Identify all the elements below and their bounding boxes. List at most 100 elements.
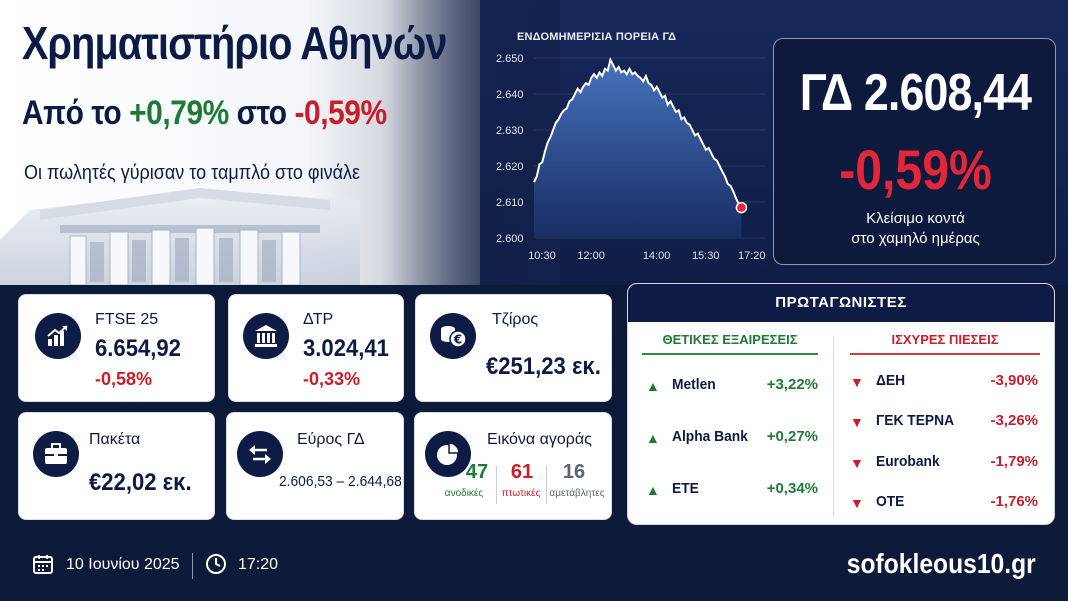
exchange-arrows-icon — [237, 431, 283, 477]
card-market-breadth: Εικόνα αγοράς — [414, 412, 612, 520]
index-note-line1: Κλείσιμο κοντά — [866, 210, 965, 227]
gainer-row: ▲ Metlen +3,22% — [646, 376, 818, 398]
page-title: Χρηματιστήριο Αθηνών — [22, 17, 447, 69]
x-tick-label: 15:30 — [692, 250, 720, 262]
up-arrow-icon: ▲ — [646, 430, 660, 446]
movers-panel: ΠΡΩΤΑΓΩΝΙΣΤΕΣ ΘΕΤΙΚΕΣ ΕΞΑΙΡΕΣΕΙΣ ΙΣΧΥΡΕΣ… — [627, 283, 1055, 525]
headline-prefix: Από το — [22, 94, 130, 132]
turnover-label: Τζίρος — [492, 311, 539, 328]
movers-divider — [833, 336, 834, 516]
losers-title: ΙΣΧΥΡΕΣ ΠΙΕΣΕΙΣ — [850, 332, 1040, 355]
y-tick-label: 2.640 — [496, 89, 524, 101]
gainers-title: ΘΕΤΙΚΕΣ ΕΞΑΙΡΕΣΕΙΣ — [642, 332, 818, 355]
loser-pct: -3,26% — [990, 412, 1038, 429]
headline-range: Από το +0,79% στο -0,59% — [22, 94, 387, 133]
up-arrow-icon: ▲ — [646, 482, 660, 498]
gainer-row: ▲ Alpha Bank +0,27% — [646, 428, 818, 450]
index-note: Κλείσιμο κοντά στο χαμηλό ημέρας — [774, 209, 1057, 249]
breadth-down-label: πτωτικές — [501, 488, 541, 499]
loser-name: Eurobank — [876, 453, 940, 470]
ftse-label: FTSE 25 — [95, 311, 159, 328]
gainer-name: Metlen — [672, 376, 716, 393]
headline-low: -0,59% — [294, 94, 388, 132]
loser-name: ΟΤΕ — [876, 493, 905, 510]
down-arrow-icon: ▼ — [850, 414, 864, 430]
calendar-icon — [33, 555, 53, 574]
breadth-divider-1 — [496, 466, 497, 504]
loser-pct: -1,76% — [990, 493, 1038, 510]
loser-name: ΔΕΗ — [876, 372, 906, 389]
dtr-label: ΔΤΡ — [303, 311, 334, 328]
footer-time: 17:20 — [238, 556, 279, 573]
loser-row: ▼ ΟΤΕ -1,76% — [850, 493, 1038, 515]
gainer-name: Alpha Bank — [672, 428, 748, 445]
loser-pct: -3,90% — [990, 372, 1038, 389]
loser-row: ▼ ΔΕΗ -3,90% — [850, 372, 1038, 394]
x-tick-label: 17:20 — [738, 250, 766, 262]
loser-name: ΓΕΚ ΤΕΡΝΑ — [876, 412, 955, 429]
euro-coins-icon: € — [430, 313, 476, 359]
bank-building-icon — [243, 313, 289, 359]
y-tick-label: 2.610 — [496, 197, 524, 209]
breadth-divider-2 — [546, 466, 547, 504]
gainer-row: ▲ ΕΤΕ +0,34% — [646, 480, 818, 502]
site-logo-text[interactable]: sofokleous10.gr — [847, 548, 1036, 579]
x-tick-label: 12:00 — [577, 250, 605, 262]
breadth-down-count: 61 — [510, 461, 534, 483]
range-label: Εύρος ΓΔ — [297, 431, 365, 448]
hero-fade — [380, 0, 560, 285]
dtr-change: -0,33% — [303, 369, 361, 389]
x-tick-label: 14:00 — [643, 250, 671, 262]
footer-bar — [0, 534, 1068, 601]
card-turnover: € Τζίρος €251,23 εκ. — [415, 294, 612, 402]
headline-mid: στο — [228, 94, 295, 132]
gainer-pct: +0,27% — [766, 428, 818, 445]
down-arrow-icon: ▼ — [850, 455, 864, 471]
breadth-flat-label: αμετάβλητες — [549, 488, 605, 499]
index-value: ΓΔ 2.608,44 — [799, 64, 1032, 122]
ftse-change: -0,58% — [95, 369, 153, 389]
chart-title: ΕΝΔΟΜΗΜΕΡΙΣΙΑ ΠΟΡΕΙΑ ΓΔ — [517, 31, 677, 43]
ftse-value: 6.654,92 — [95, 335, 181, 362]
svg-text:€: € — [453, 333, 462, 347]
breadth-flat-count: 16 — [562, 461, 586, 483]
close-marker — [735, 201, 748, 214]
breadth-up-label: ανοδικές — [444, 488, 484, 499]
tagline: Οι πωλητές γύρισαν το ταμπλό στο φινάλε — [24, 162, 361, 184]
loser-row: ▼ ΓΕΚ ΤΕΡΝΑ -3,26% — [850, 412, 1038, 434]
clock-icon — [206, 554, 226, 574]
gainer-pct: +3,22% — [766, 376, 818, 393]
index-change: -0,59% — [839, 138, 992, 201]
footer-separator — [192, 553, 193, 579]
pie-chart-icon — [425, 431, 471, 477]
index-summary-box: ΓΔ 2.608,44 -0,59% Κλείσιμο κοντά στο χα… — [773, 38, 1056, 265]
down-arrow-icon: ▼ — [850, 495, 864, 511]
x-tick-label: 10:30 — [528, 250, 556, 262]
movers-title: ΠΡΩΤΑΓΩΝΙΣΤΕΣ — [628, 284, 1054, 322]
headline-high: +0,79% — [129, 94, 229, 132]
card-range: Εύρος ΓΔ 2.606,53 – 2.644,68 — [226, 412, 404, 520]
stock-exchange-building-illustration — [0, 188, 360, 285]
dtr-value: 3.024,41 — [303, 335, 389, 362]
blocks-value: €22,02 εκ. — [89, 469, 192, 496]
y-tick-label: 2.630 — [496, 125, 524, 137]
gainer-pct: +0,34% — [766, 480, 818, 497]
chart-series-line — [533, 56, 743, 209]
intraday-chart: 2.650 2.640 2.630 2.620 2.610 2.600 10:30 12:00… — [496, 53, 766, 262]
loser-row: ▼ Eurobank -1,79% — [850, 453, 1038, 475]
up-arrow-icon: ▲ — [646, 378, 660, 394]
growth-chart-icon — [35, 313, 81, 359]
breadth-up-count: 47 — [465, 461, 489, 483]
chart-area — [534, 59, 742, 238]
y-tick-label: 2.620 — [496, 161, 524, 173]
y-tick-label: 2.600 — [496, 233, 524, 245]
range-value: 2.606,53 – 2.644,68 — [279, 473, 402, 490]
gainer-name: ΕΤΕ — [672, 480, 699, 497]
card-dtr: ΔΤΡ 3.024,41 -0,33% — [228, 294, 404, 402]
footer-date: 10 Ιουνίου 2025 — [66, 556, 180, 573]
down-arrow-icon: ▼ — [850, 374, 864, 390]
breadth-label: Εικόνα αγοράς — [487, 431, 592, 448]
y-tick-label: 2.650 — [496, 53, 524, 65]
card-blocks: Πακέτα €22,02 εκ. — [18, 412, 215, 520]
